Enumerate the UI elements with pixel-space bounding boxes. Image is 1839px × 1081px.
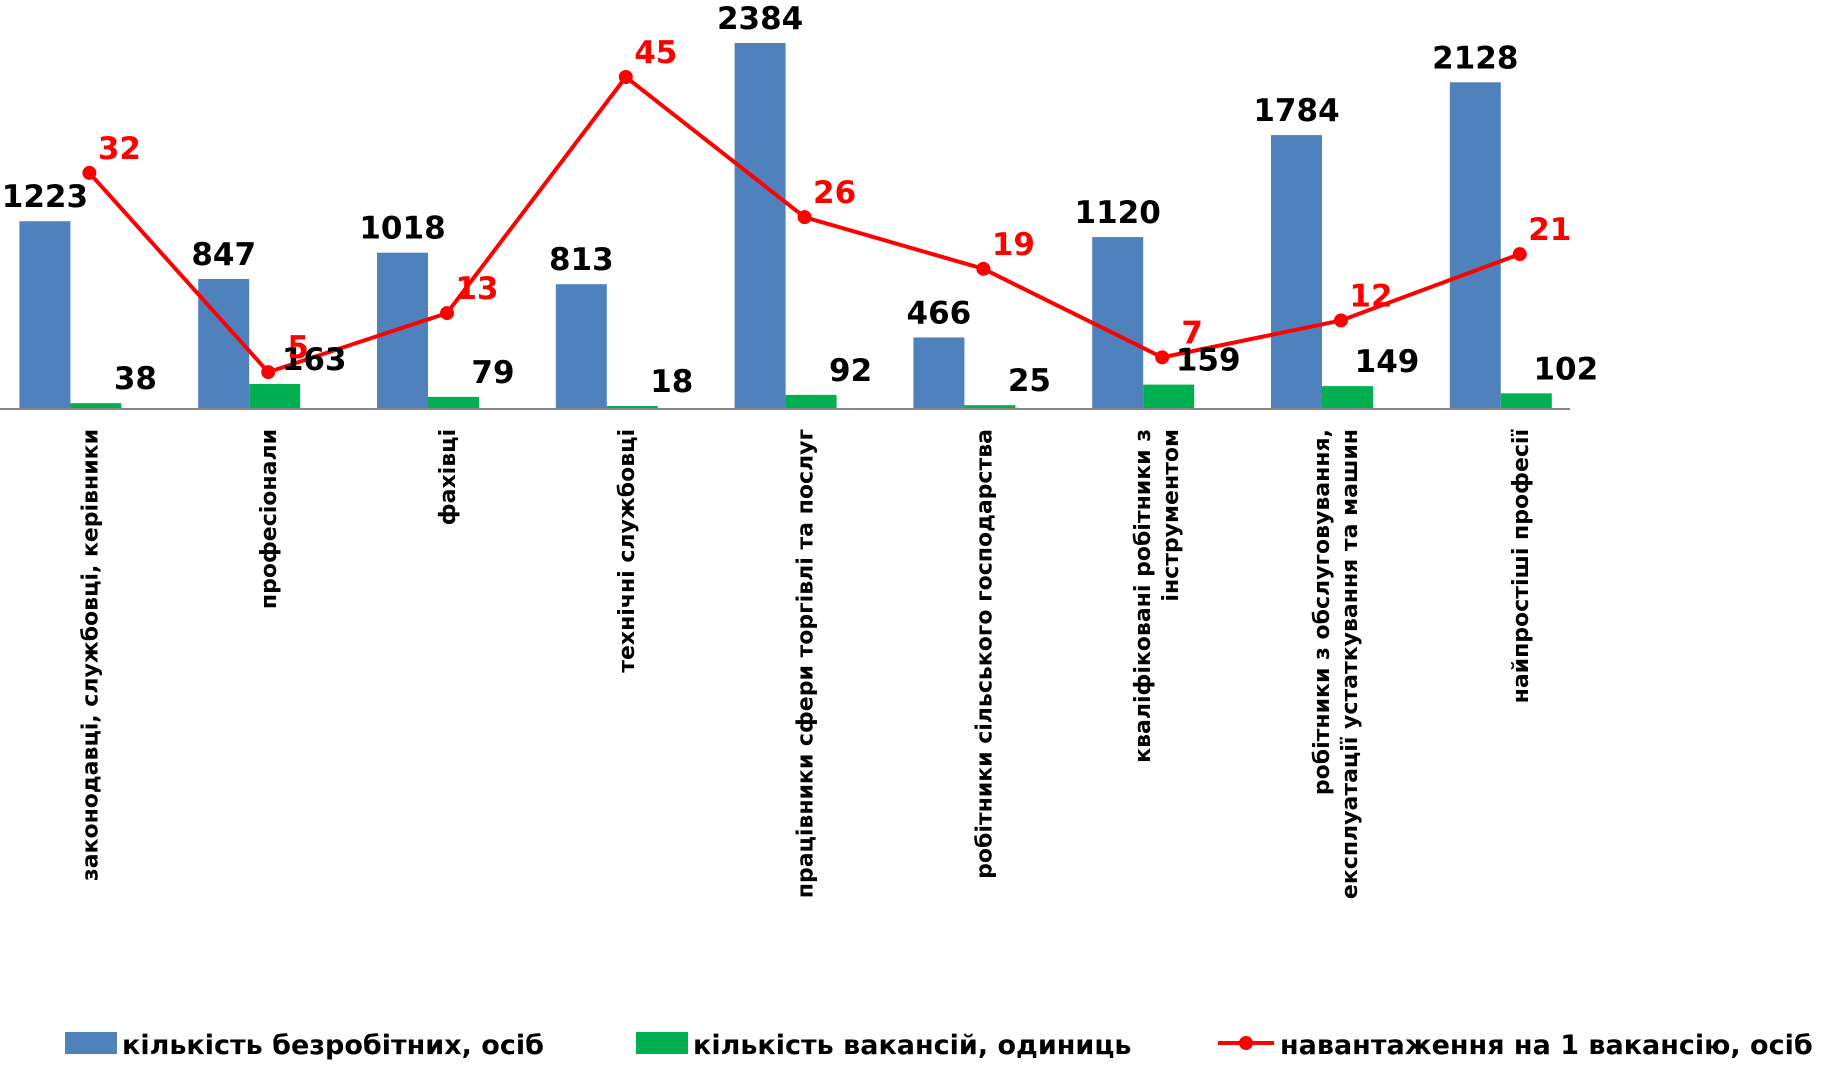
legend-load: навантаження на 1 вакансію, осіб xyxy=(1218,1030,1813,1061)
bar-unemployed-3 xyxy=(555,284,607,409)
category-label-5: робітники сільського господарства xyxy=(972,429,997,879)
legend: кількість безробітних, осіб кількість вак… xyxy=(65,1030,1813,1061)
category-label-3: технічні службовці xyxy=(615,429,640,673)
series-unemployed-bars xyxy=(19,43,1501,410)
series-load-line xyxy=(82,70,1527,380)
label-vacancies-2: 79 xyxy=(471,355,514,391)
bar-unemployed-7 xyxy=(1271,135,1322,410)
series-vacancies-bars xyxy=(70,383,1552,409)
load-point-8 xyxy=(1512,247,1527,262)
label-vacancies-4: 92 xyxy=(829,353,872,389)
legend-unemployed-swatch xyxy=(65,1032,117,1054)
category-labels: законодавці, службовці, керівники професі… xyxy=(78,429,1533,900)
label-vacancies-3: 18 xyxy=(650,364,693,400)
label-unemployed-6: 1120 xyxy=(1075,195,1161,231)
bar-vacancies-5 xyxy=(964,405,1016,409)
label-vacancies-0: 38 xyxy=(114,361,157,397)
label-unemployed-3: 813 xyxy=(549,242,614,278)
label-load-1: 5 xyxy=(287,330,309,366)
bar-vacancies-7 xyxy=(1322,386,1373,409)
label-unemployed-1: 847 xyxy=(191,237,256,273)
label-vacancies-1: 163 xyxy=(282,342,347,378)
legend-vacancies-label: кількість вакансій, одиниць xyxy=(693,1030,1131,1061)
bar-vacancies-3 xyxy=(606,406,658,409)
legend-vacancies-swatch xyxy=(636,1032,688,1054)
load-point-0 xyxy=(82,165,97,180)
label-unemployed-2: 1018 xyxy=(359,211,445,247)
label-unemployed-4: 2384 xyxy=(717,1,803,37)
label-unemployed-8: 2128 xyxy=(1432,40,1518,76)
label-vacancies-7: 149 xyxy=(1355,344,1420,380)
category-label-6: кваліфіковані робітники з інструментом xyxy=(1131,429,1184,763)
load-point-5 xyxy=(976,261,991,276)
legend-vacancies: кількість вакансій, одиниць xyxy=(636,1030,1131,1061)
label-load-5: 19 xyxy=(992,227,1035,263)
label-load-8: 21 xyxy=(1528,212,1571,248)
category-label-7: робітники з обслуговування, експлуатації … xyxy=(1310,429,1363,899)
label-unemployed-0: 1223 xyxy=(2,179,88,215)
load-point-1 xyxy=(261,365,276,380)
label-load-6: 7 xyxy=(1181,315,1203,351)
label-vacancies-8: 102 xyxy=(1533,351,1598,387)
bar-vacancies-0 xyxy=(70,403,122,409)
label-unemployed-7: 1784 xyxy=(1253,93,1339,129)
load-point-3 xyxy=(618,70,633,84)
bar-unemployed-6 xyxy=(1092,237,1144,409)
label-load-0: 32 xyxy=(98,131,141,167)
legend-load-label: навантаження на 1 вакансію, осіб xyxy=(1280,1030,1813,1061)
bar-vacancies-8 xyxy=(1500,393,1552,409)
label-vacancies-6: 159 xyxy=(1176,343,1241,379)
category-label-2: фахівці xyxy=(436,429,461,525)
bar-vacancies-2 xyxy=(428,396,479,409)
label-load-2: 13 xyxy=(455,271,498,307)
bar-vacancies-4 xyxy=(785,394,837,409)
category-label-0: законодавці, службовці, керівники xyxy=(78,429,103,881)
bar-unemployed-4 xyxy=(734,43,786,409)
category-label-1: професіонали xyxy=(257,429,282,609)
label-load-7: 12 xyxy=(1349,278,1392,314)
legend-unemployed-label: кількість безробітних, осіб xyxy=(122,1030,544,1061)
load-point-2 xyxy=(440,306,454,321)
bar-unemployed-8 xyxy=(1449,82,1501,410)
bar-vacancies-6 xyxy=(1143,384,1195,409)
category-label-4: працівники сфери торгівлі та послуг xyxy=(794,429,819,898)
bar-unemployed-5 xyxy=(913,337,965,409)
label-load-4: 26 xyxy=(813,175,856,211)
load-point-6 xyxy=(1155,350,1170,365)
category-label-8: найпростіші професії xyxy=(1509,429,1534,704)
legend-unemployed: кількість безробітних, осіб xyxy=(65,1030,544,1061)
load-point-7 xyxy=(1334,313,1348,328)
bar-unemployed-0 xyxy=(19,221,71,409)
bar-vacancies-1 xyxy=(249,383,301,409)
legend-load-marker xyxy=(1239,1036,1253,1050)
label-vacancies-5: 25 xyxy=(1008,363,1051,399)
label-unemployed-5: 466 xyxy=(907,295,972,331)
label-load-3: 45 xyxy=(634,35,677,71)
load-point-4 xyxy=(797,210,812,225)
bar-unemployed-2 xyxy=(377,252,428,409)
